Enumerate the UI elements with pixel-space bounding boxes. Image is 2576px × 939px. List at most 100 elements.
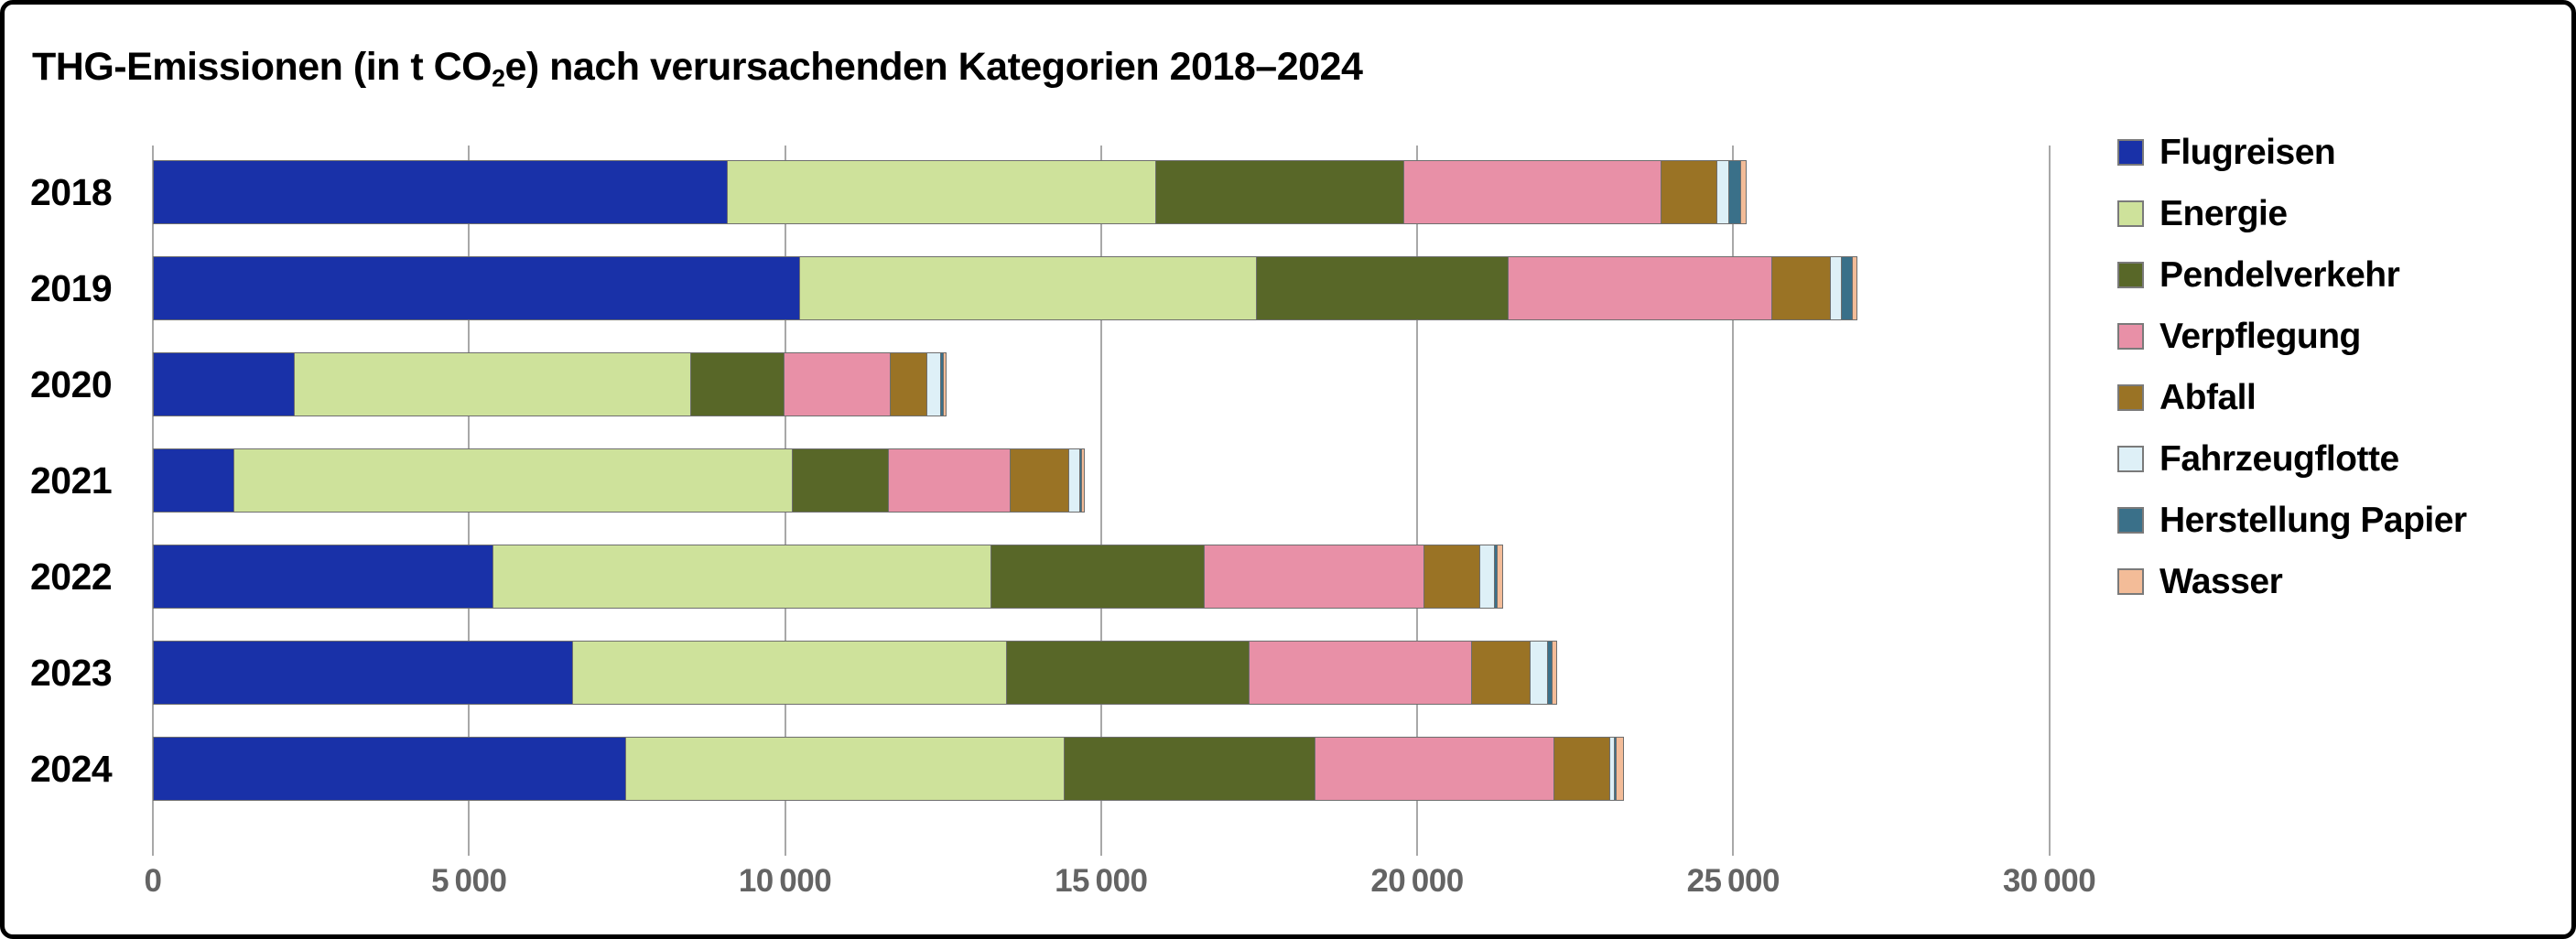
chart-title: THG-Emissionen (in t CO2e) nach verursac… [32, 45, 1363, 92]
bar-row-2024 [153, 737, 1624, 801]
x-tick-label: 5 000 [431, 863, 507, 899]
x-tick-label: 30 000 [2002, 863, 2096, 899]
x-tick-label: 25 000 [1686, 863, 1780, 899]
bar-segment-verpflegung [888, 448, 1012, 513]
bar-segment-wasser [1739, 160, 1747, 224]
bar-segment-flugreisen [153, 641, 574, 705]
bar-segment-wasser [1616, 737, 1624, 801]
legend-item-herstellung-papier: Herstellung Papier [2117, 490, 2467, 551]
legend-item-energie: Energie [2117, 183, 2467, 244]
bar-segment-verpflegung [1315, 737, 1555, 801]
bar-segment-fahrzeugflotte [1530, 641, 1549, 705]
bar-row-2021 [153, 448, 1085, 513]
bar-segment-energie [799, 256, 1258, 320]
legend-item-pendelverkehr: Pendelverkehr [2117, 244, 2467, 306]
legend-item-abfall: Abfall [2117, 367, 2467, 428]
bar-segment-wasser [1551, 641, 1558, 705]
legend-label: Pendelverkehr [2159, 254, 2400, 295]
x-gridline [1099, 146, 1102, 856]
bar-segment-verpflegung [1402, 160, 1662, 224]
bar-segment-fahrzeugflotte [1478, 545, 1496, 609]
bar-segment-energie [726, 160, 1157, 224]
chart-title-text: e) nach verursachenden Kategorien 2018–2… [504, 45, 1363, 89]
bar-segment-abfall [1661, 160, 1718, 224]
legend-item-wasser: Wasser [2117, 551, 2467, 612]
y-category-label: 2023 [30, 651, 113, 694]
x-tick-label: 10 000 [738, 863, 832, 899]
bar-segment-abfall [1553, 737, 1611, 801]
legend-label: Verpflegung [2159, 316, 2361, 356]
y-category-label: 2018 [30, 170, 113, 213]
bar-segment-flugreisen [153, 352, 296, 416]
bar-segment-wasser [1496, 545, 1503, 609]
bar-segment-pendelverkehr [1063, 737, 1316, 801]
bar-segment-wasser [942, 352, 947, 416]
legend-swatch [2117, 568, 2144, 595]
bar-segment-energie [293, 352, 692, 416]
legend-swatch [2117, 323, 2144, 350]
bar-row-2022 [153, 545, 1503, 609]
legend-label: Energie [2159, 193, 2288, 233]
bar-segment-flugreisen [153, 737, 627, 801]
chart-title-text: THG-Emissionen (in t CO [32, 45, 492, 89]
bar-segment-flugreisen [153, 545, 494, 609]
bar-segment-flugreisen [153, 160, 729, 224]
bar-segment-wasser [1081, 448, 1085, 513]
y-category-label: 2022 [30, 555, 113, 598]
legend-label: Herstellung Papier [2159, 500, 2467, 540]
y-category-label: 2021 [30, 459, 113, 502]
bar-segment-abfall [1423, 545, 1481, 609]
bar-segment-flugreisen [153, 448, 235, 513]
bar-segment-pendelverkehr [1256, 256, 1510, 320]
legend-item-verpflegung: Verpflegung [2117, 306, 2467, 367]
bar-segment-verpflegung [1507, 256, 1773, 320]
x-tick-label: 0 [144, 863, 162, 899]
bar-segment-energie [625, 737, 1066, 801]
y-category-label: 2024 [30, 747, 113, 790]
legend-swatch [2117, 507, 2144, 534]
bar-segment-verpflegung [1248, 641, 1473, 705]
legend-swatch [2117, 200, 2144, 227]
bar-segment-energie [571, 641, 1009, 705]
legend-swatch [2117, 384, 2144, 411]
bar-row-2023 [153, 641, 1558, 705]
legend-item-flugreisen: Flugreisen [2117, 122, 2467, 183]
legend-label: Fahrzeugflotte [2159, 438, 2399, 479]
legend-swatch [2117, 139, 2144, 166]
x-gridline [1416, 146, 1418, 856]
bar-segment-abfall [1471, 641, 1532, 705]
bar-segment-pendelverkehr [690, 352, 785, 416]
bar-segment-verpflegung [784, 352, 892, 416]
bar-segment-pendelverkehr [990, 545, 1206, 609]
chart-title-subscript: 2 [492, 64, 505, 92]
bar-segment-pendelverkehr [1154, 160, 1405, 224]
bar-segment-pendelverkehr [791, 448, 890, 513]
plot-area: 0 5 000 10 000 15 000 20 000 25 000 30 000 2018… [5, 5, 2571, 934]
bar-segment-pendelverkehr [1006, 641, 1250, 705]
legend: Flugreisen Energie Pendelverkehr Verpflegun… [2117, 122, 2467, 612]
bar-row-2019 [153, 256, 1858, 320]
x-gridline [1732, 146, 1735, 856]
legend-label: Wasser [2159, 561, 2283, 601]
legend-label: Abfall [2159, 377, 2257, 417]
bar-row-2020 [153, 352, 947, 416]
x-gridline [2048, 146, 2051, 856]
bar-segment-abfall [1010, 448, 1070, 513]
bar-segment-verpflegung [1204, 545, 1425, 609]
bar-segment-fahrzeugflotte [925, 352, 942, 416]
bar-segment-wasser [1851, 256, 1858, 320]
y-category-label: 2020 [30, 362, 113, 405]
bar-segment-abfall [889, 352, 928, 416]
bar-segment-flugreisen [153, 256, 801, 320]
legend-label: Flugreisen [2159, 132, 2336, 172]
x-tick-label: 20 000 [1370, 863, 1464, 899]
bar-segment-energie [233, 448, 794, 513]
legend-swatch [2117, 446, 2144, 472]
bar-segment-energie [492, 545, 992, 609]
legend-swatch [2117, 262, 2144, 288]
legend-item-fahrzeugflotte: Fahrzeugflotte [2117, 428, 2467, 490]
x-tick-label: 15 000 [1055, 863, 1148, 899]
bar-segment-abfall [1771, 256, 1832, 320]
bar-row-2018 [153, 160, 1747, 224]
